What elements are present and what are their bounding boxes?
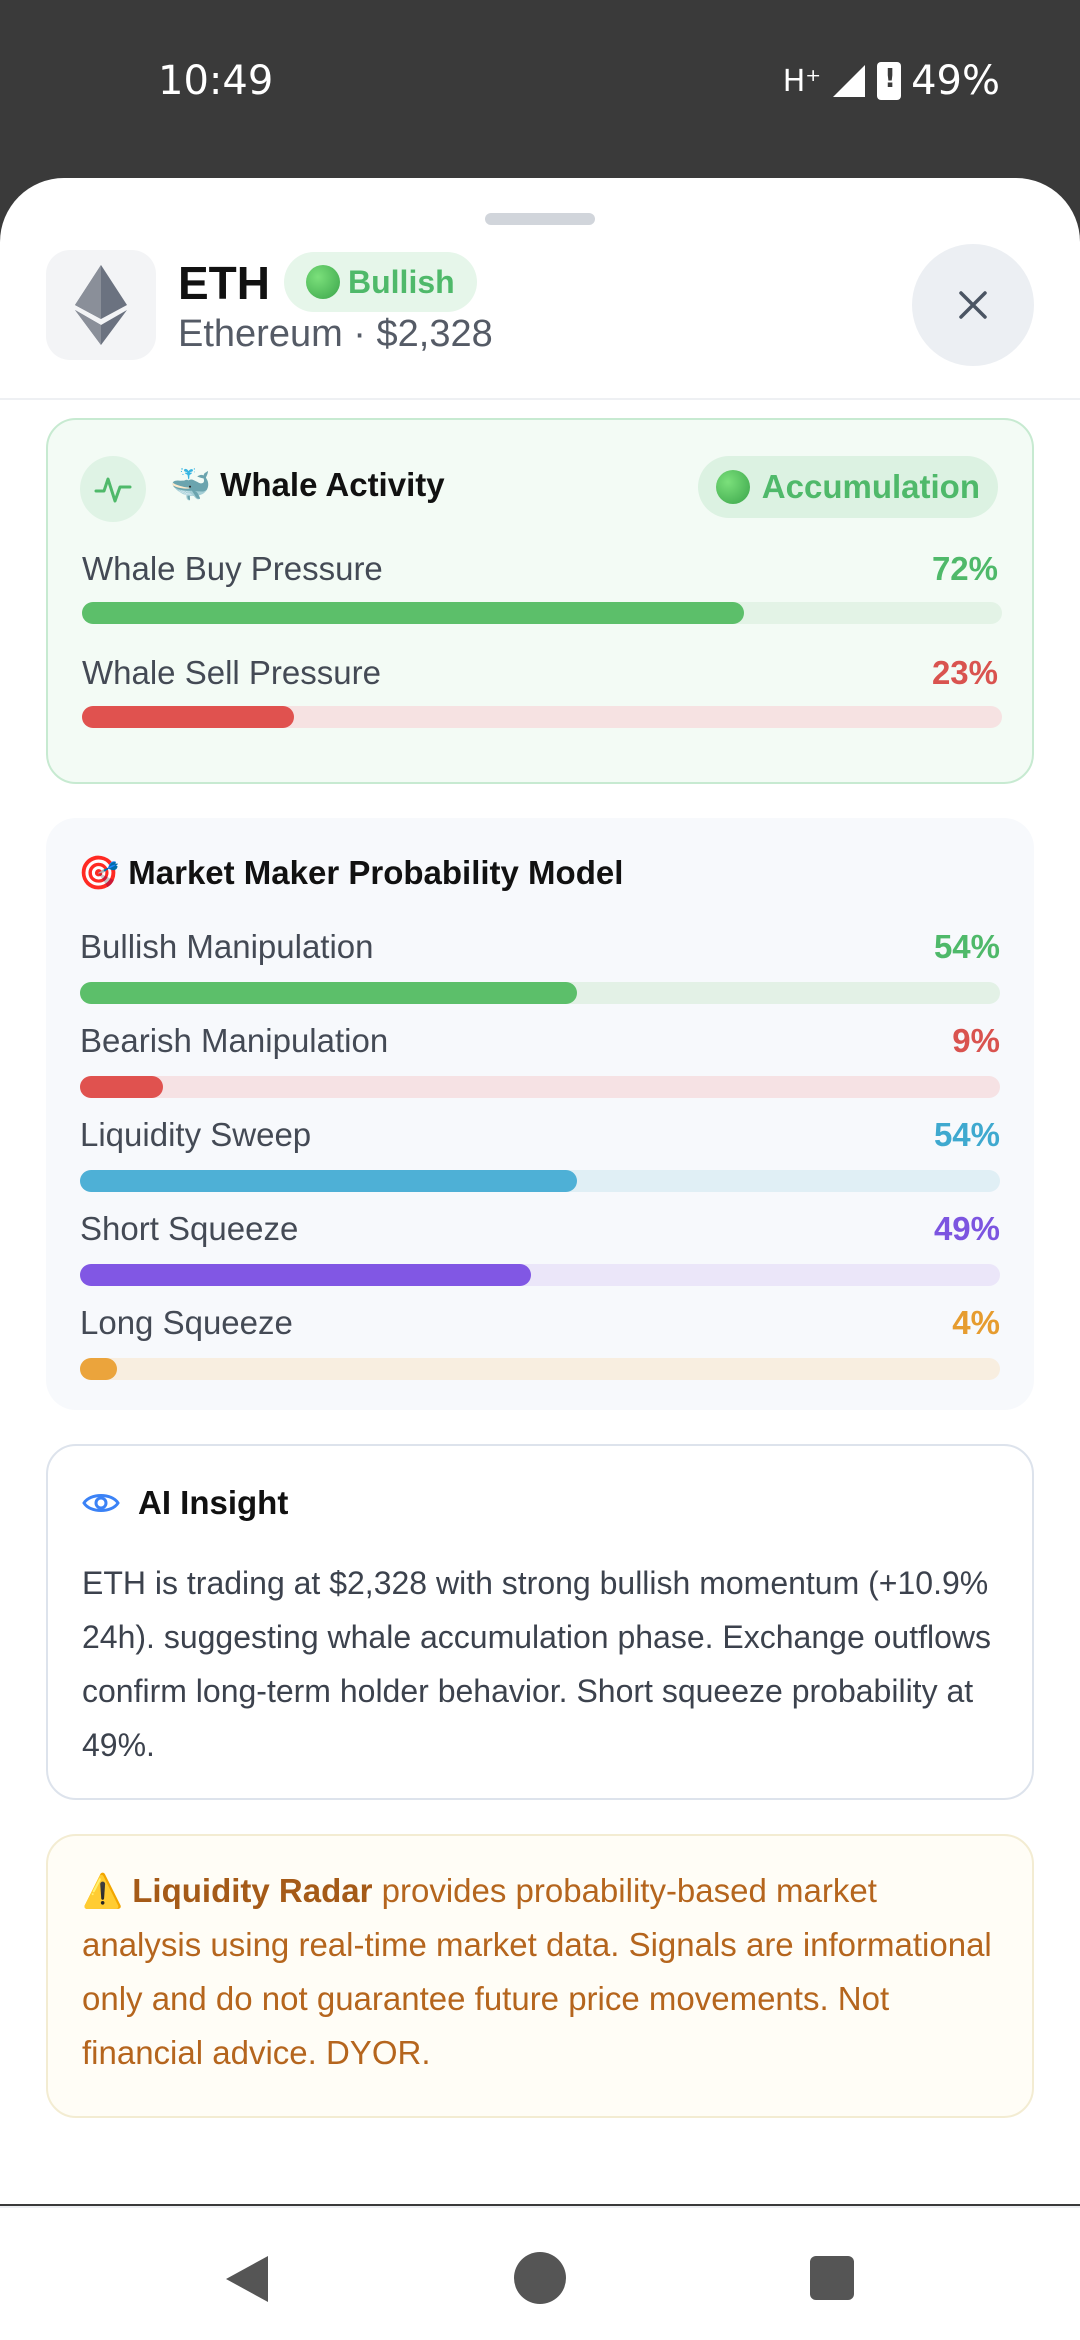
probability-label: Bearish Manipulation xyxy=(80,1022,389,1059)
progress-fill xyxy=(82,602,745,624)
coin-detail-sheet: ETH Bullish Ethereum · $2,328 🐳 Whale Ac… xyxy=(0,178,1080,2204)
probability-label: Liquidity Sweep xyxy=(80,1116,312,1153)
coin-name-price: Ethereum · $2,328 xyxy=(178,313,493,355)
probability-value: 72% xyxy=(931,550,998,587)
battery-icon xyxy=(877,62,902,100)
progress-track xyxy=(80,1264,1000,1286)
probability-label: Bullish Manipulation xyxy=(80,928,374,965)
progress-track xyxy=(80,1170,1000,1192)
probability-value: 49% xyxy=(933,1210,1000,1247)
warning-icon: ⚠️ xyxy=(82,1872,124,1909)
disclaimer-text: ⚠️ Liquidity Radar provides probability-… xyxy=(82,1864,1002,2080)
progress-track xyxy=(80,1076,1000,1098)
progress-track xyxy=(80,982,1000,1004)
progress-fill xyxy=(80,982,577,1004)
progress-track xyxy=(80,1358,1000,1380)
disclaimer-brand: Liquidity Radar xyxy=(132,1872,373,1909)
signal-icon xyxy=(833,65,866,97)
progress-fill xyxy=(82,706,294,728)
green-circle-icon xyxy=(715,470,750,504)
close-icon xyxy=(959,291,987,319)
progress-fill xyxy=(80,1358,117,1380)
sentiment-badge: Bullish xyxy=(284,252,477,312)
system-nav-bar xyxy=(0,2206,1080,2340)
disclaimer-card: ⚠️ Liquidity Radar provides probability-… xyxy=(46,1834,1034,2118)
coin-header: ETH Bullish Ethereum · $2,328 xyxy=(0,178,1080,400)
back-icon[interactable] xyxy=(222,2254,270,2304)
drag-handle[interactable] xyxy=(485,213,595,225)
probability-label: Whale Buy Pressure xyxy=(82,550,383,587)
progress-fill xyxy=(80,1076,163,1098)
accumulation-label: Accumulation xyxy=(761,468,980,505)
market-maker-title: 🎯 Market Maker Probability Model xyxy=(78,854,624,891)
ethereum-logo-icon xyxy=(46,250,156,360)
probability-value: 54% xyxy=(933,928,1000,965)
ai-insight-text: ETH is trading at $2,328 with strong bul… xyxy=(82,1565,992,1763)
battery-level: 49% xyxy=(911,58,1000,104)
probability-value: 9% xyxy=(952,1022,1000,1059)
probability-value: 23% xyxy=(931,654,998,691)
probability-value: 54% xyxy=(933,1116,1000,1153)
coin-symbol: ETH xyxy=(178,257,270,309)
recent-apps-icon[interactable] xyxy=(810,2256,854,2300)
progress-track xyxy=(82,602,1002,624)
probability-label: Long Squeeze xyxy=(80,1304,293,1341)
sentiment-label: Bullish xyxy=(348,263,455,300)
eye-icon xyxy=(82,1494,120,1512)
status-time: 10:49 xyxy=(158,58,274,104)
close-button[interactable] xyxy=(912,244,1034,366)
whale-activity-title: 🐳 Whale Activity xyxy=(170,466,445,503)
market-maker-card: 🎯 Market Maker Probability Model Bullish… xyxy=(46,818,1034,1410)
network-type: H⁺ xyxy=(782,63,822,99)
disclaimer-body: provides probability-based market analys… xyxy=(82,1872,992,2071)
home-icon[interactable] xyxy=(514,2252,566,2304)
status-bar: 10:49 H⁺ 49% xyxy=(0,0,1080,175)
progress-fill xyxy=(80,1170,577,1192)
ai-insight-header: AI Insight xyxy=(82,1484,288,1522)
progress-fill xyxy=(80,1264,531,1286)
probability-label: Whale Sell Pressure xyxy=(82,654,381,691)
progress-track xyxy=(82,706,1002,728)
whale-activity-card: 🐳 Whale Activity Accumulation Whale Buy … xyxy=(46,418,1034,784)
probability-value: 4% xyxy=(952,1304,1000,1341)
ai-insight-card: AI Insight ETH is trading at $2,328 with… xyxy=(46,1444,1034,1800)
ai-insight-title: AI Insight xyxy=(138,1484,289,1521)
green-circle-icon xyxy=(306,265,340,299)
activity-pulse-icon xyxy=(80,456,146,522)
status-icons: H⁺ 49% xyxy=(783,58,1000,104)
accumulation-badge: Accumulation xyxy=(697,456,998,518)
probability-label: Short Squeeze xyxy=(80,1210,299,1247)
